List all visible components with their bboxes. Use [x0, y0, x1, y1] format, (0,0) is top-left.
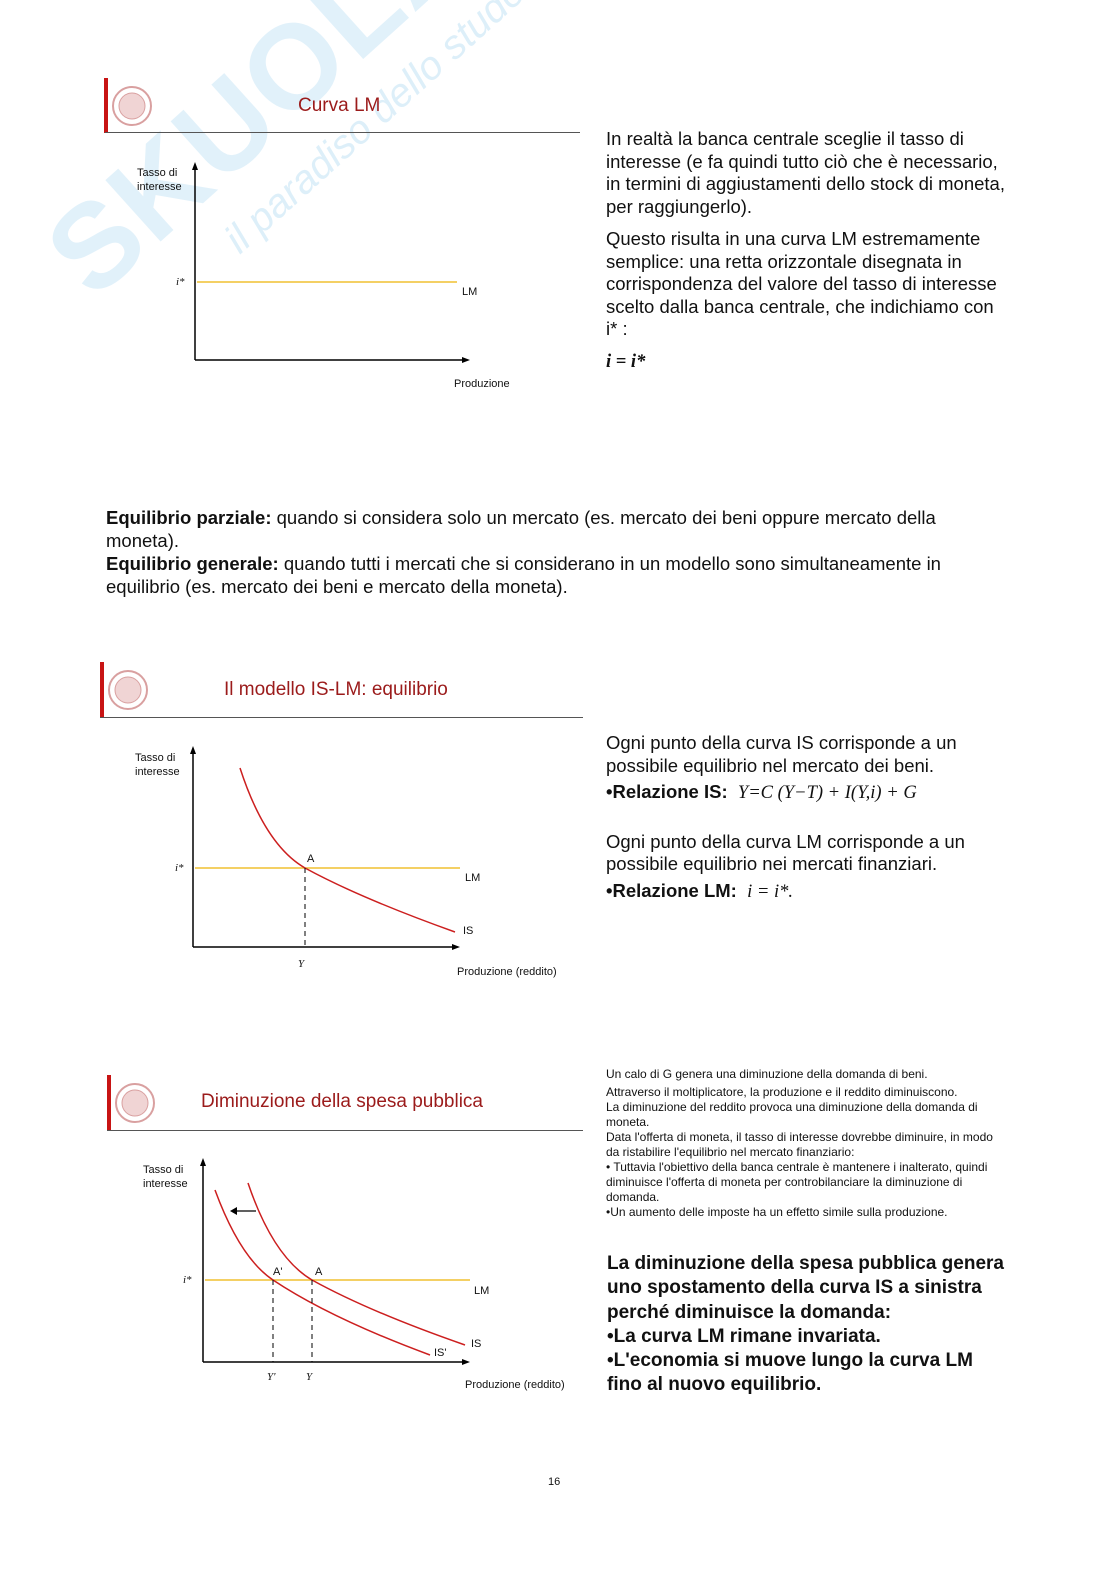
title-divider: [100, 717, 583, 718]
x-axis-label: Produzione (reddito): [457, 966, 557, 978]
x-axis-label: Produzione (reddito): [465, 1379, 565, 1391]
lm-label: LM: [474, 1285, 490, 1297]
term: Equilibrio generale:: [106, 553, 279, 574]
point-a-label: A: [307, 853, 315, 865]
x-axis-label: Produzione: [454, 378, 510, 390]
i-star-label: i*: [175, 862, 184, 874]
is-label: IS: [463, 925, 474, 937]
slide3-summary: La diminuzione della spesa pubblica gene…: [607, 1252, 1007, 1398]
relation-formula: Y=C (Y−T) + I(Y,i) + G: [737, 783, 917, 803]
note: •Un aumento delle imposte ha un effetto …: [606, 1205, 948, 1219]
note: • Tuttavia l'obiettivo della banca centr…: [606, 1160, 988, 1204]
y-label: Y: [298, 958, 305, 970]
slide3-notes: Un calo di G genera una diminuzione dell…: [606, 1067, 1006, 1220]
lm-label: LM: [465, 872, 481, 884]
is-prime-label: IS': [434, 1347, 447, 1359]
paragraph: Ogni punto della curva LM corrisponde a …: [606, 830, 965, 875]
lm-diagram: [192, 162, 470, 363]
y-axis-arrow: [200, 1158, 206, 1166]
paragraph: Questo risulta in una curva LM estremame…: [606, 228, 997, 339]
y-axis-label: Tasso di interesse: [143, 1164, 188, 1190]
note: Data l'offerta di moneta, il tasso di in…: [606, 1130, 993, 1159]
summary-line: •L'economia si muove lungo la curva LM f…: [607, 1350, 973, 1396]
x-axis-arrow: [462, 1359, 470, 1365]
summary-line: •La curva LM rimane invariata.: [607, 1325, 881, 1347]
y-prime-label: Y': [267, 1371, 276, 1383]
y-axis-arrow: [190, 746, 196, 754]
slide-title: Il modello IS-LM: equilibrio: [224, 679, 448, 700]
is-lm-diagram: [190, 746, 460, 950]
x-axis-arrow: [452, 944, 460, 950]
title-divider: [105, 132, 580, 133]
term: Equilibrio parziale:: [106, 507, 272, 528]
paragraph: Ogni punto della curva IS corrisponde a …: [606, 732, 957, 776]
university-seal-logo: [107, 1075, 155, 1130]
definition: quando si considera solo un mercato (es.…: [106, 507, 936, 551]
note: La diminuzione del reddito provoca una d…: [606, 1100, 978, 1129]
shift-arrow-head: [230, 1207, 237, 1215]
note: Attraverso il moltiplicatore, la produzi…: [606, 1085, 958, 1099]
y-label: Y: [306, 1371, 313, 1383]
is-label: IS: [471, 1338, 482, 1350]
university-seal-logo: [104, 78, 152, 133]
slide-title: Diminuzione della spesa pubblica: [201, 1091, 484, 1112]
equation: i = i*: [606, 351, 646, 372]
definitions: Equilibrio parziale: quando si considera…: [106, 506, 1006, 598]
title-divider: [107, 1130, 583, 1131]
relation-label: •Relazione IS:: [606, 781, 728, 802]
y-axis-arrow: [192, 162, 198, 170]
page-number: 16: [548, 1476, 561, 1488]
lm-label: LM: [462, 286, 478, 298]
y-axis-label: Tasso di interesse: [137, 167, 182, 193]
relation-label: •Relazione LM:: [606, 879, 737, 901]
definition: quando tutti i mercati che si consideran…: [106, 553, 941, 597]
i-star-label: i*: [176, 276, 185, 288]
slide-title: Curva LM: [298, 95, 381, 116]
paragraph: In realtà la banca centrale sceglie il t…: [606, 128, 1005, 217]
summary-line: La diminuzione della spesa pubblica gene…: [607, 1253, 1004, 1323]
relation-formula: i = i*.: [747, 881, 794, 902]
x-axis-arrow: [462, 357, 470, 363]
y-axis-label: Tasso di interesse: [135, 752, 180, 778]
is-curve: [247, 1182, 466, 1346]
university-seal-logo: [100, 662, 148, 717]
point-a-label: A: [315, 1266, 323, 1278]
is-shift-diagram: [200, 1158, 470, 1365]
point-a-prime-label: A': [273, 1266, 283, 1278]
i-star-label: i*: [183, 1274, 192, 1286]
slide1-text: In realtà la banca centrale sceglie il t…: [606, 128, 1006, 383]
slide2-text: Ogni punto della curva IS corrisponde a …: [606, 732, 1006, 913]
is-prime-curve: [214, 1189, 431, 1356]
note: Un calo di G genera una diminuzione dell…: [606, 1067, 928, 1081]
